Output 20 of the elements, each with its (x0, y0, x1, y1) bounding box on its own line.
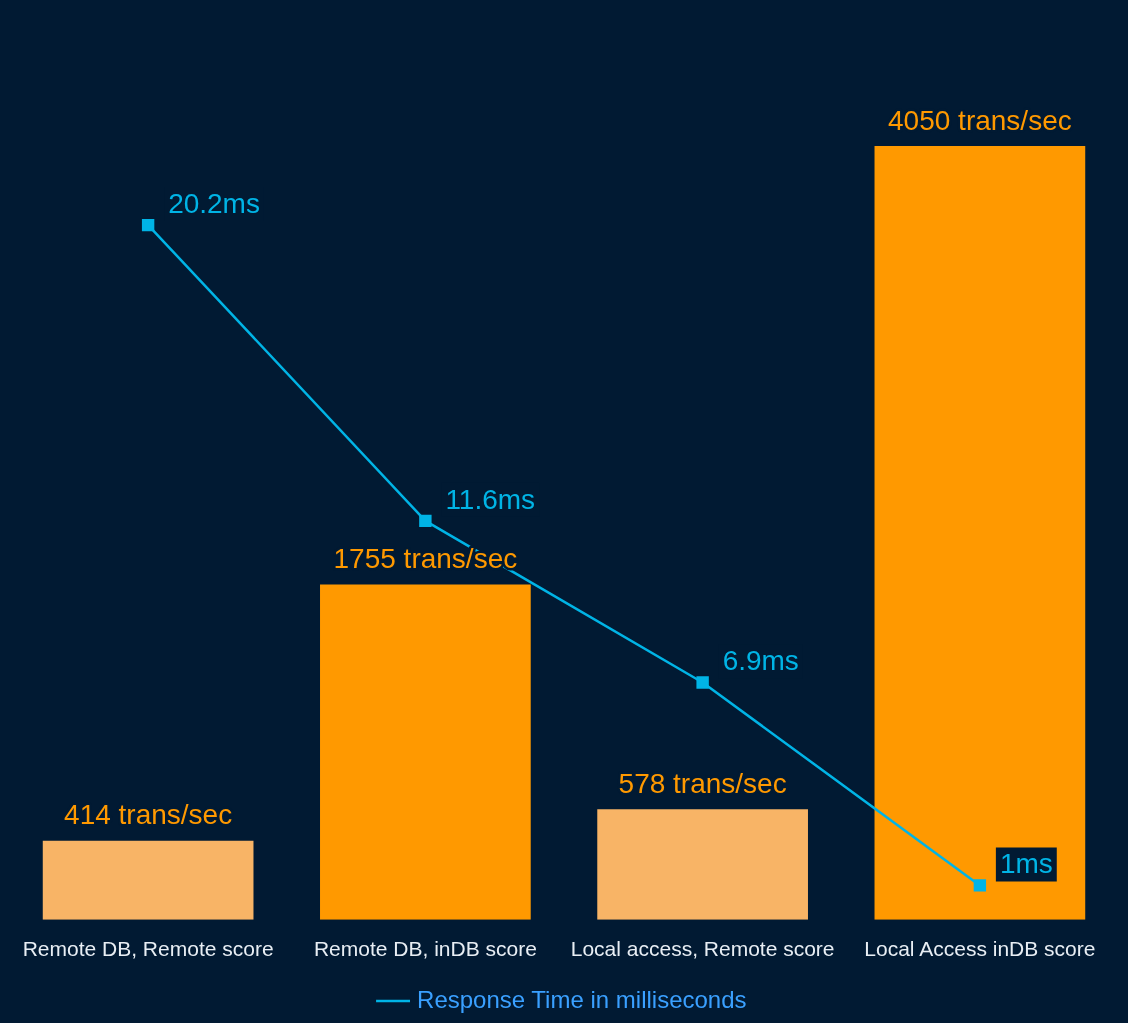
data-label: 414 trans/sec (64, 799, 233, 831)
legend-label: Response Time in milliseconds (417, 985, 747, 1013)
bar (42, 840, 254, 920)
point (419, 514, 432, 528)
x-tick-label: Local access, Remote score (570, 937, 835, 961)
data-label: 6.9ms (722, 645, 799, 677)
bar (320, 584, 531, 920)
point (141, 218, 155, 232)
data-label: 4050 trans/sec (888, 104, 1072, 136)
x-tick-label: Remote DB, Remote score (22, 937, 274, 961)
data-label: 20.2ms (168, 187, 260, 219)
x-tick-label: Local Access inDB score (864, 937, 1096, 961)
data-label: 578 trans/sec (618, 768, 787, 800)
data-label: 1ms (999, 848, 1053, 880)
x-tick-label: Remote DB, inDB score (313, 937, 537, 961)
bar (597, 809, 808, 920)
data-label: 11.6ms (445, 483, 536, 515)
point (696, 676, 709, 689)
point (973, 879, 987, 892)
bar (874, 145, 1086, 920)
